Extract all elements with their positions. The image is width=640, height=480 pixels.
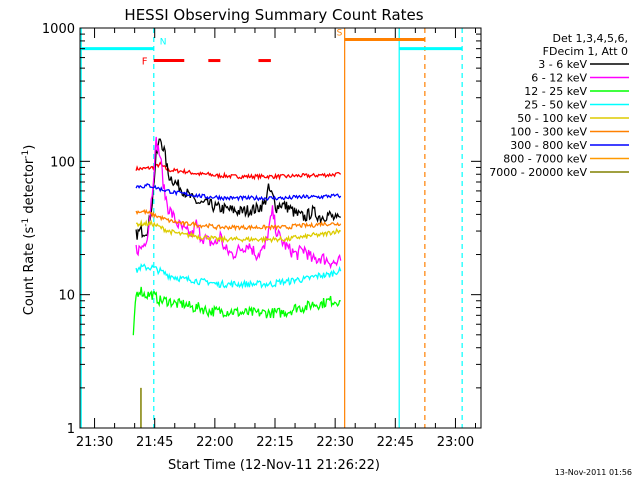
state-label: N	[160, 38, 167, 48]
legend-header: FDecim 1, Att 0	[543, 45, 628, 58]
legend-label: 7000 - 20000 keV	[489, 166, 587, 179]
x-tick-label: 22:15	[256, 435, 293, 450]
plot-area: N S F	[80, 28, 463, 428]
series-line	[132, 286, 341, 336]
y-tick-label: 1000	[42, 22, 75, 37]
legend-label: 300 - 800 keV	[510, 139, 587, 152]
axes: 1 10 100 1000 21:30 21:45 22:00 22:15 22:30 22:45…	[42, 22, 482, 450]
legend-label: 12 - 25 keV	[524, 85, 587, 98]
legend: Det 1,3,4,5,6,FDecim 1, Att 03 - 6 keV6 …	[489, 32, 629, 179]
y-tick-label: 10	[58, 289, 75, 304]
y-axis-label-part: detector	[22, 158, 37, 218]
x-tick-label: 21:45	[136, 435, 173, 450]
y-tick-label: 1	[67, 422, 75, 437]
x-tick-label: 22:45	[377, 435, 414, 450]
legend-label: 6 - 12 keV	[531, 72, 587, 85]
state-label: S	[337, 28, 343, 38]
y-axis-label-part: Count Rate (s	[22, 227, 37, 316]
y-axis-label-sup: -1	[21, 218, 31, 227]
x-tick-label: 23:00	[437, 435, 474, 450]
y-axis-label: Count Rate (s-1 detector-1)	[21, 145, 37, 316]
legend-label: 3 - 6 keV	[538, 58, 587, 71]
x-tick-label: 22:30	[316, 435, 353, 450]
footer-timestamp: 13-Nov-2011 01:56	[555, 468, 632, 477]
x-tick-label: 22:00	[196, 435, 233, 450]
y-tick-label: 100	[50, 155, 75, 170]
y-axis-label-part: )	[22, 145, 37, 150]
legend-label: 100 - 300 keV	[510, 126, 587, 139]
series-line	[135, 161, 342, 181]
series-line	[135, 219, 341, 244]
legend-label: 25 - 50 keV	[524, 99, 587, 112]
series-line	[135, 208, 342, 232]
flare-label: F	[142, 57, 148, 68]
series-line	[135, 183, 342, 202]
series-line	[135, 262, 342, 290]
x-tick-label: 21:30	[76, 435, 113, 450]
x-axis-label: Start Time (12-Nov-11 21:26:22)	[168, 458, 380, 473]
y-axis-label-sup: -1	[21, 150, 31, 159]
series-line	[135, 136, 342, 270]
legend-label: 800 - 7000 keV	[503, 153, 587, 166]
legend-header: Det 1,3,4,5,6,	[552, 32, 628, 45]
legend-label: 50 - 100 keV	[517, 112, 587, 125]
chart-title: HESSI Observing Summary Count Rates	[124, 6, 423, 24]
series-line	[135, 138, 341, 240]
plot-frame	[79, 27, 482, 429]
